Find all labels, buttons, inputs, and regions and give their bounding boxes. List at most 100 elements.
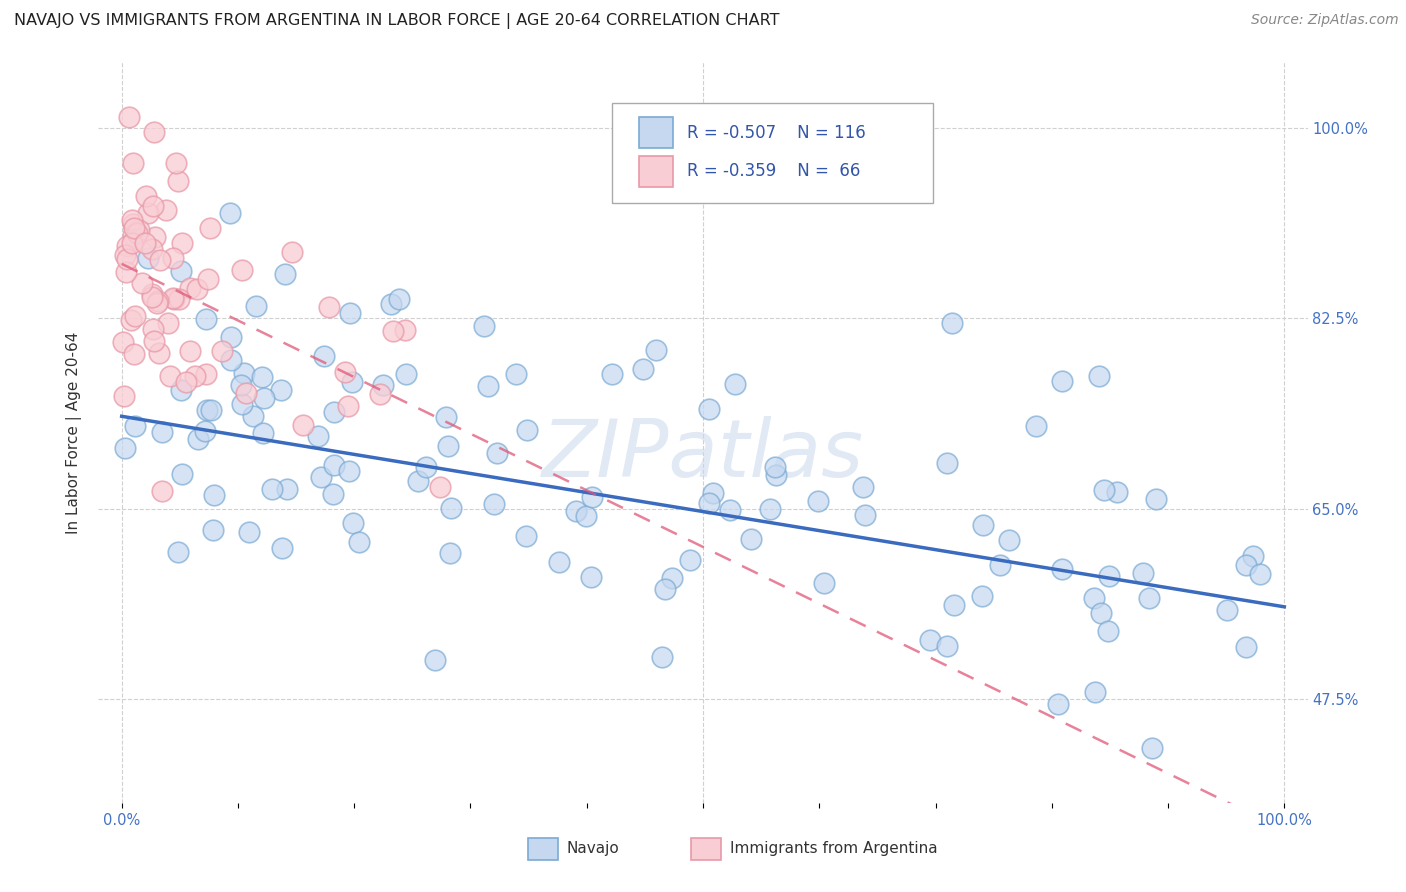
Point bbox=[202, 488, 225, 502]
Point bbox=[1097, 624, 1119, 639]
Point bbox=[349, 535, 371, 549]
Point bbox=[654, 582, 676, 597]
Point bbox=[644, 343, 666, 358]
Point bbox=[195, 311, 218, 326]
Point bbox=[1105, 485, 1128, 500]
Point bbox=[807, 493, 830, 508]
Point bbox=[143, 125, 166, 139]
Point bbox=[1146, 491, 1168, 506]
Point bbox=[121, 212, 143, 227]
Point bbox=[565, 503, 588, 517]
FancyBboxPatch shape bbox=[690, 838, 721, 860]
Point bbox=[238, 524, 260, 539]
Point bbox=[122, 217, 145, 231]
Point bbox=[219, 329, 242, 343]
Point bbox=[124, 419, 146, 434]
Point bbox=[477, 379, 499, 393]
Point bbox=[163, 292, 186, 306]
Point bbox=[1132, 566, 1154, 580]
Point bbox=[155, 202, 177, 217]
Point bbox=[274, 267, 297, 281]
Text: Navajo: Navajo bbox=[567, 841, 619, 856]
Point bbox=[718, 503, 741, 517]
Point bbox=[202, 523, 225, 537]
Point bbox=[759, 502, 782, 516]
Point bbox=[276, 482, 298, 496]
Point bbox=[111, 335, 134, 350]
Point bbox=[415, 460, 437, 475]
Point bbox=[1137, 591, 1160, 606]
Point bbox=[231, 397, 253, 411]
Point bbox=[972, 518, 994, 533]
Text: Source: ZipAtlas.com: Source: ZipAtlas.com bbox=[1251, 13, 1399, 28]
Point bbox=[579, 570, 602, 584]
Point bbox=[333, 365, 356, 379]
Point bbox=[122, 347, 145, 361]
Point bbox=[941, 316, 963, 330]
Point bbox=[146, 296, 169, 310]
Point bbox=[505, 367, 527, 381]
Point bbox=[184, 369, 207, 384]
Point bbox=[388, 292, 411, 306]
Point bbox=[135, 189, 157, 203]
Point bbox=[936, 456, 959, 470]
Point bbox=[150, 483, 173, 498]
Point bbox=[122, 221, 145, 235]
Point bbox=[124, 231, 146, 245]
Text: NAVAJO VS IMMIGRANTS FROM ARGENTINA IN LABOR FORCE | AGE 20-64 CORRELATION CHART: NAVAJO VS IMMIGRANTS FROM ARGENTINA IN L… bbox=[14, 13, 779, 29]
Point bbox=[988, 558, 1011, 572]
Point bbox=[148, 346, 170, 360]
Point bbox=[162, 291, 184, 305]
Point bbox=[697, 495, 720, 509]
Point bbox=[368, 387, 391, 401]
Point bbox=[245, 299, 267, 313]
Point bbox=[1234, 558, 1257, 572]
Point bbox=[380, 297, 402, 311]
Point bbox=[179, 281, 201, 295]
Point bbox=[167, 173, 190, 187]
Text: ZIPatlas: ZIPatlas bbox=[541, 416, 865, 494]
Point bbox=[395, 367, 418, 381]
Point bbox=[186, 282, 208, 296]
Point bbox=[337, 464, 360, 478]
Point bbox=[167, 292, 190, 306]
Point bbox=[122, 227, 145, 242]
Point bbox=[170, 467, 193, 481]
Point bbox=[515, 529, 537, 543]
Point bbox=[141, 287, 163, 301]
FancyBboxPatch shape bbox=[638, 156, 673, 186]
Point bbox=[339, 306, 361, 320]
Point bbox=[516, 424, 538, 438]
Point bbox=[124, 309, 146, 323]
Point bbox=[122, 156, 145, 170]
Point bbox=[179, 343, 201, 358]
Point bbox=[148, 293, 170, 308]
Point bbox=[740, 532, 762, 546]
Point bbox=[231, 377, 253, 392]
Point bbox=[142, 199, 165, 213]
Point bbox=[1249, 567, 1271, 582]
Point bbox=[342, 375, 364, 389]
Point bbox=[763, 459, 786, 474]
Point bbox=[631, 361, 654, 376]
Point bbox=[1083, 591, 1105, 606]
Point bbox=[394, 323, 416, 337]
Point bbox=[195, 367, 218, 381]
Point bbox=[312, 349, 335, 363]
Point bbox=[724, 376, 747, 391]
Point bbox=[318, 300, 340, 314]
Point bbox=[174, 376, 197, 390]
Point bbox=[187, 432, 209, 446]
Point bbox=[600, 367, 623, 381]
Point bbox=[200, 403, 222, 417]
Point bbox=[1241, 549, 1264, 563]
Point bbox=[194, 425, 217, 439]
Point bbox=[136, 252, 159, 266]
Point bbox=[143, 334, 166, 348]
Point bbox=[942, 598, 965, 612]
Point bbox=[156, 316, 179, 330]
Point bbox=[581, 490, 603, 504]
Point bbox=[765, 467, 787, 482]
Point bbox=[322, 458, 344, 472]
Point bbox=[211, 344, 233, 359]
